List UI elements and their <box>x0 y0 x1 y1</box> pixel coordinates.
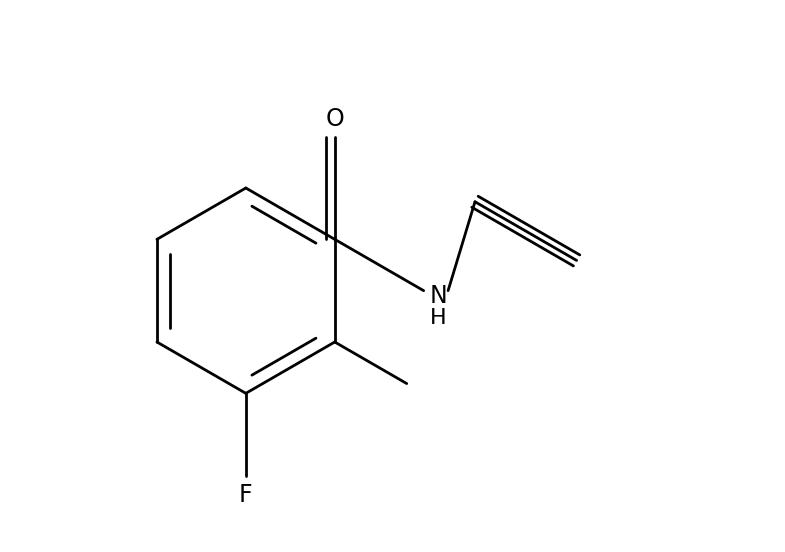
Text: F: F <box>239 484 253 507</box>
Text: O: O <box>325 107 344 131</box>
Text: H: H <box>429 308 446 328</box>
Text: N: N <box>429 284 447 307</box>
